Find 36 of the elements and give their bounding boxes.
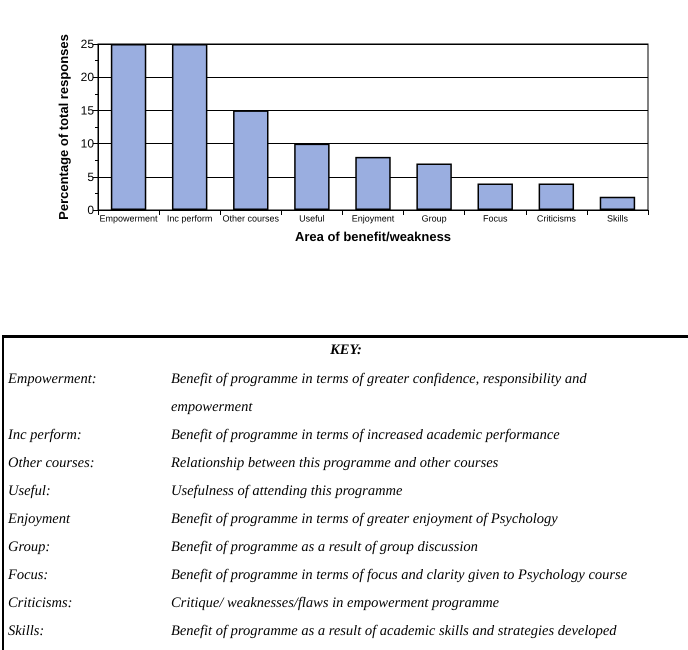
- x-axis-title: Area of benefit/weakness: [294, 229, 452, 244]
- x-tick-label: Empowerment: [100, 214, 158, 224]
- text: Benefit of programme as a result of group discussion: [171, 538, 479, 557]
- x-tick-label: Focus: [482, 214, 508, 224]
- y-tick-label: 25: [80, 37, 94, 51]
- text: Criticisms:: [7, 594, 74, 613]
- text: Benefit of programme in terms of greater confidence, responsibility and empowerment: [171, 370, 588, 417]
- text: Other courses:: [7, 454, 96, 473]
- x-tick-label: Criticisms: [536, 214, 576, 224]
- text: Inc perform:: [7, 426, 83, 445]
- x-tick-label: Enjoyment: [352, 214, 395, 224]
- y-tick-label: 10: [80, 136, 94, 151]
- x-tick-label: Skills: [606, 214, 628, 224]
- text: Benefit of programme in terms of greater enjoyment of Psychology: [171, 510, 559, 529]
- y-axis-title: Percentage of total responses: [56, 34, 71, 220]
- x-tick-label: Useful: [299, 214, 325, 224]
- y-tick-label: 0: [87, 203, 94, 217]
- y-tick-label: 15: [80, 103, 94, 118]
- text: Useful:: [7, 482, 52, 501]
- text: Usefulness of attending this programme: [171, 482, 404, 501]
- text: Enjoyment: [6, 510, 72, 529]
- text: Benefit of programme in terms of increased academic performance: [171, 426, 561, 445]
- x-tick-label: Group: [422, 214, 447, 224]
- text: Relationship between this programme and other courses: [171, 454, 500, 473]
- text: Critique/ weaknesses/flaws in empowerment programme: [171, 594, 500, 613]
- text: Group:: [7, 538, 52, 557]
- text: Benefit of programme as a result of academic skills and strategies developed: [171, 622, 618, 641]
- text: KEY:: [329, 342, 363, 359]
- text: Skills:: [7, 622, 46, 641]
- x-tick-label: Inc perform: [166, 214, 212, 224]
- text: Empowerment:: [6, 370, 98, 389]
- x-tick-label: Other courses: [222, 214, 280, 224]
- text: Benefit of programme in terms of focus and clarity given to Psychology course: [171, 566, 628, 585]
- y-tick-label: 20: [80, 70, 94, 84]
- text: Focus:: [7, 566, 50, 585]
- y-tick-label: 5: [87, 170, 94, 184]
